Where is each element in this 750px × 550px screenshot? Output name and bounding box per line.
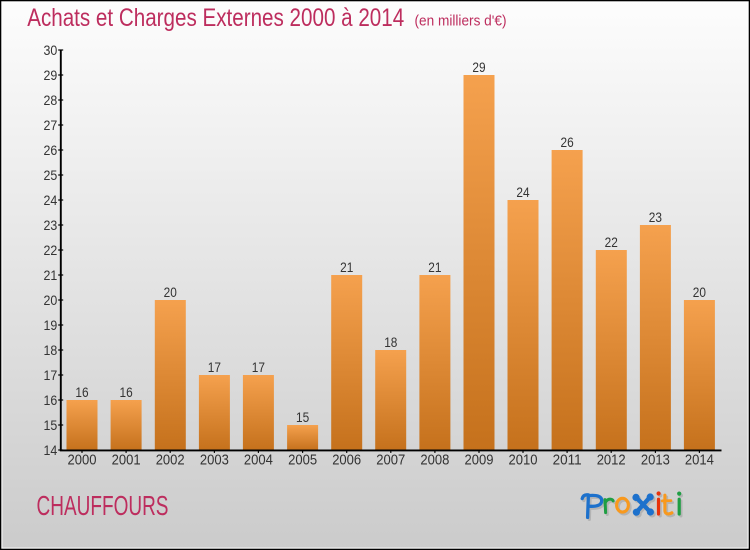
svg-text:20: 20 [44, 292, 58, 308]
svg-text:2002: 2002 [156, 453, 185, 469]
svg-text:26: 26 [561, 134, 574, 150]
svg-text:17: 17 [208, 359, 221, 375]
svg-text:16: 16 [120, 384, 133, 400]
svg-text:15: 15 [296, 409, 309, 425]
svg-text:17: 17 [44, 367, 58, 383]
svg-text:29: 29 [472, 59, 485, 75]
svg-text:20: 20 [164, 284, 177, 300]
svg-text:17: 17 [252, 359, 265, 375]
svg-text:CHAUFFOURS: CHAUFFOURS [37, 490, 169, 521]
svg-text:26: 26 [44, 142, 58, 158]
svg-text:(en milliers d'€): (en milliers d'€) [415, 13, 507, 30]
svg-text:2006: 2006 [332, 453, 361, 469]
svg-text:14: 14 [44, 442, 58, 458]
svg-text:24: 24 [44, 192, 58, 208]
svg-text:23: 23 [649, 209, 662, 225]
svg-text:21: 21 [428, 259, 441, 275]
svg-text:2007: 2007 [376, 453, 405, 469]
svg-text:24: 24 [516, 184, 529, 200]
svg-text:Achats et Charges Externes 200: Achats et Charges Externes 2000 à 2014 [27, 4, 404, 32]
svg-text:28: 28 [44, 92, 58, 108]
svg-text:2005: 2005 [288, 453, 317, 469]
svg-text:15: 15 [44, 417, 58, 433]
svg-text:2008: 2008 [420, 453, 449, 469]
svg-text:2012: 2012 [597, 453, 626, 469]
svg-text:20: 20 [693, 284, 706, 300]
svg-text:16: 16 [44, 392, 58, 408]
svg-text:23: 23 [44, 217, 58, 233]
svg-text:2010: 2010 [509, 453, 538, 469]
svg-text:2013: 2013 [641, 453, 670, 469]
svg-text:29: 29 [44, 67, 58, 83]
svg-text:22: 22 [44, 242, 58, 258]
svg-text:2000: 2000 [68, 453, 97, 469]
svg-text:16: 16 [75, 384, 88, 400]
svg-text:19: 19 [44, 317, 58, 333]
svg-text:2014: 2014 [685, 453, 714, 469]
svg-text:22: 22 [605, 234, 618, 250]
svg-text:2009: 2009 [465, 453, 494, 469]
svg-text:25: 25 [44, 167, 58, 183]
svg-text:2004: 2004 [244, 453, 273, 469]
svg-text:30: 30 [44, 42, 58, 58]
svg-text:18: 18 [44, 342, 58, 358]
svg-text:27: 27 [44, 117, 58, 133]
svg-text:18: 18 [384, 334, 397, 350]
svg-text:2003: 2003 [200, 453, 229, 469]
svg-text:2001: 2001 [112, 453, 141, 469]
svg-text:21: 21 [340, 259, 353, 275]
svg-text:2011: 2011 [553, 453, 582, 469]
svg-text:21: 21 [44, 267, 58, 283]
